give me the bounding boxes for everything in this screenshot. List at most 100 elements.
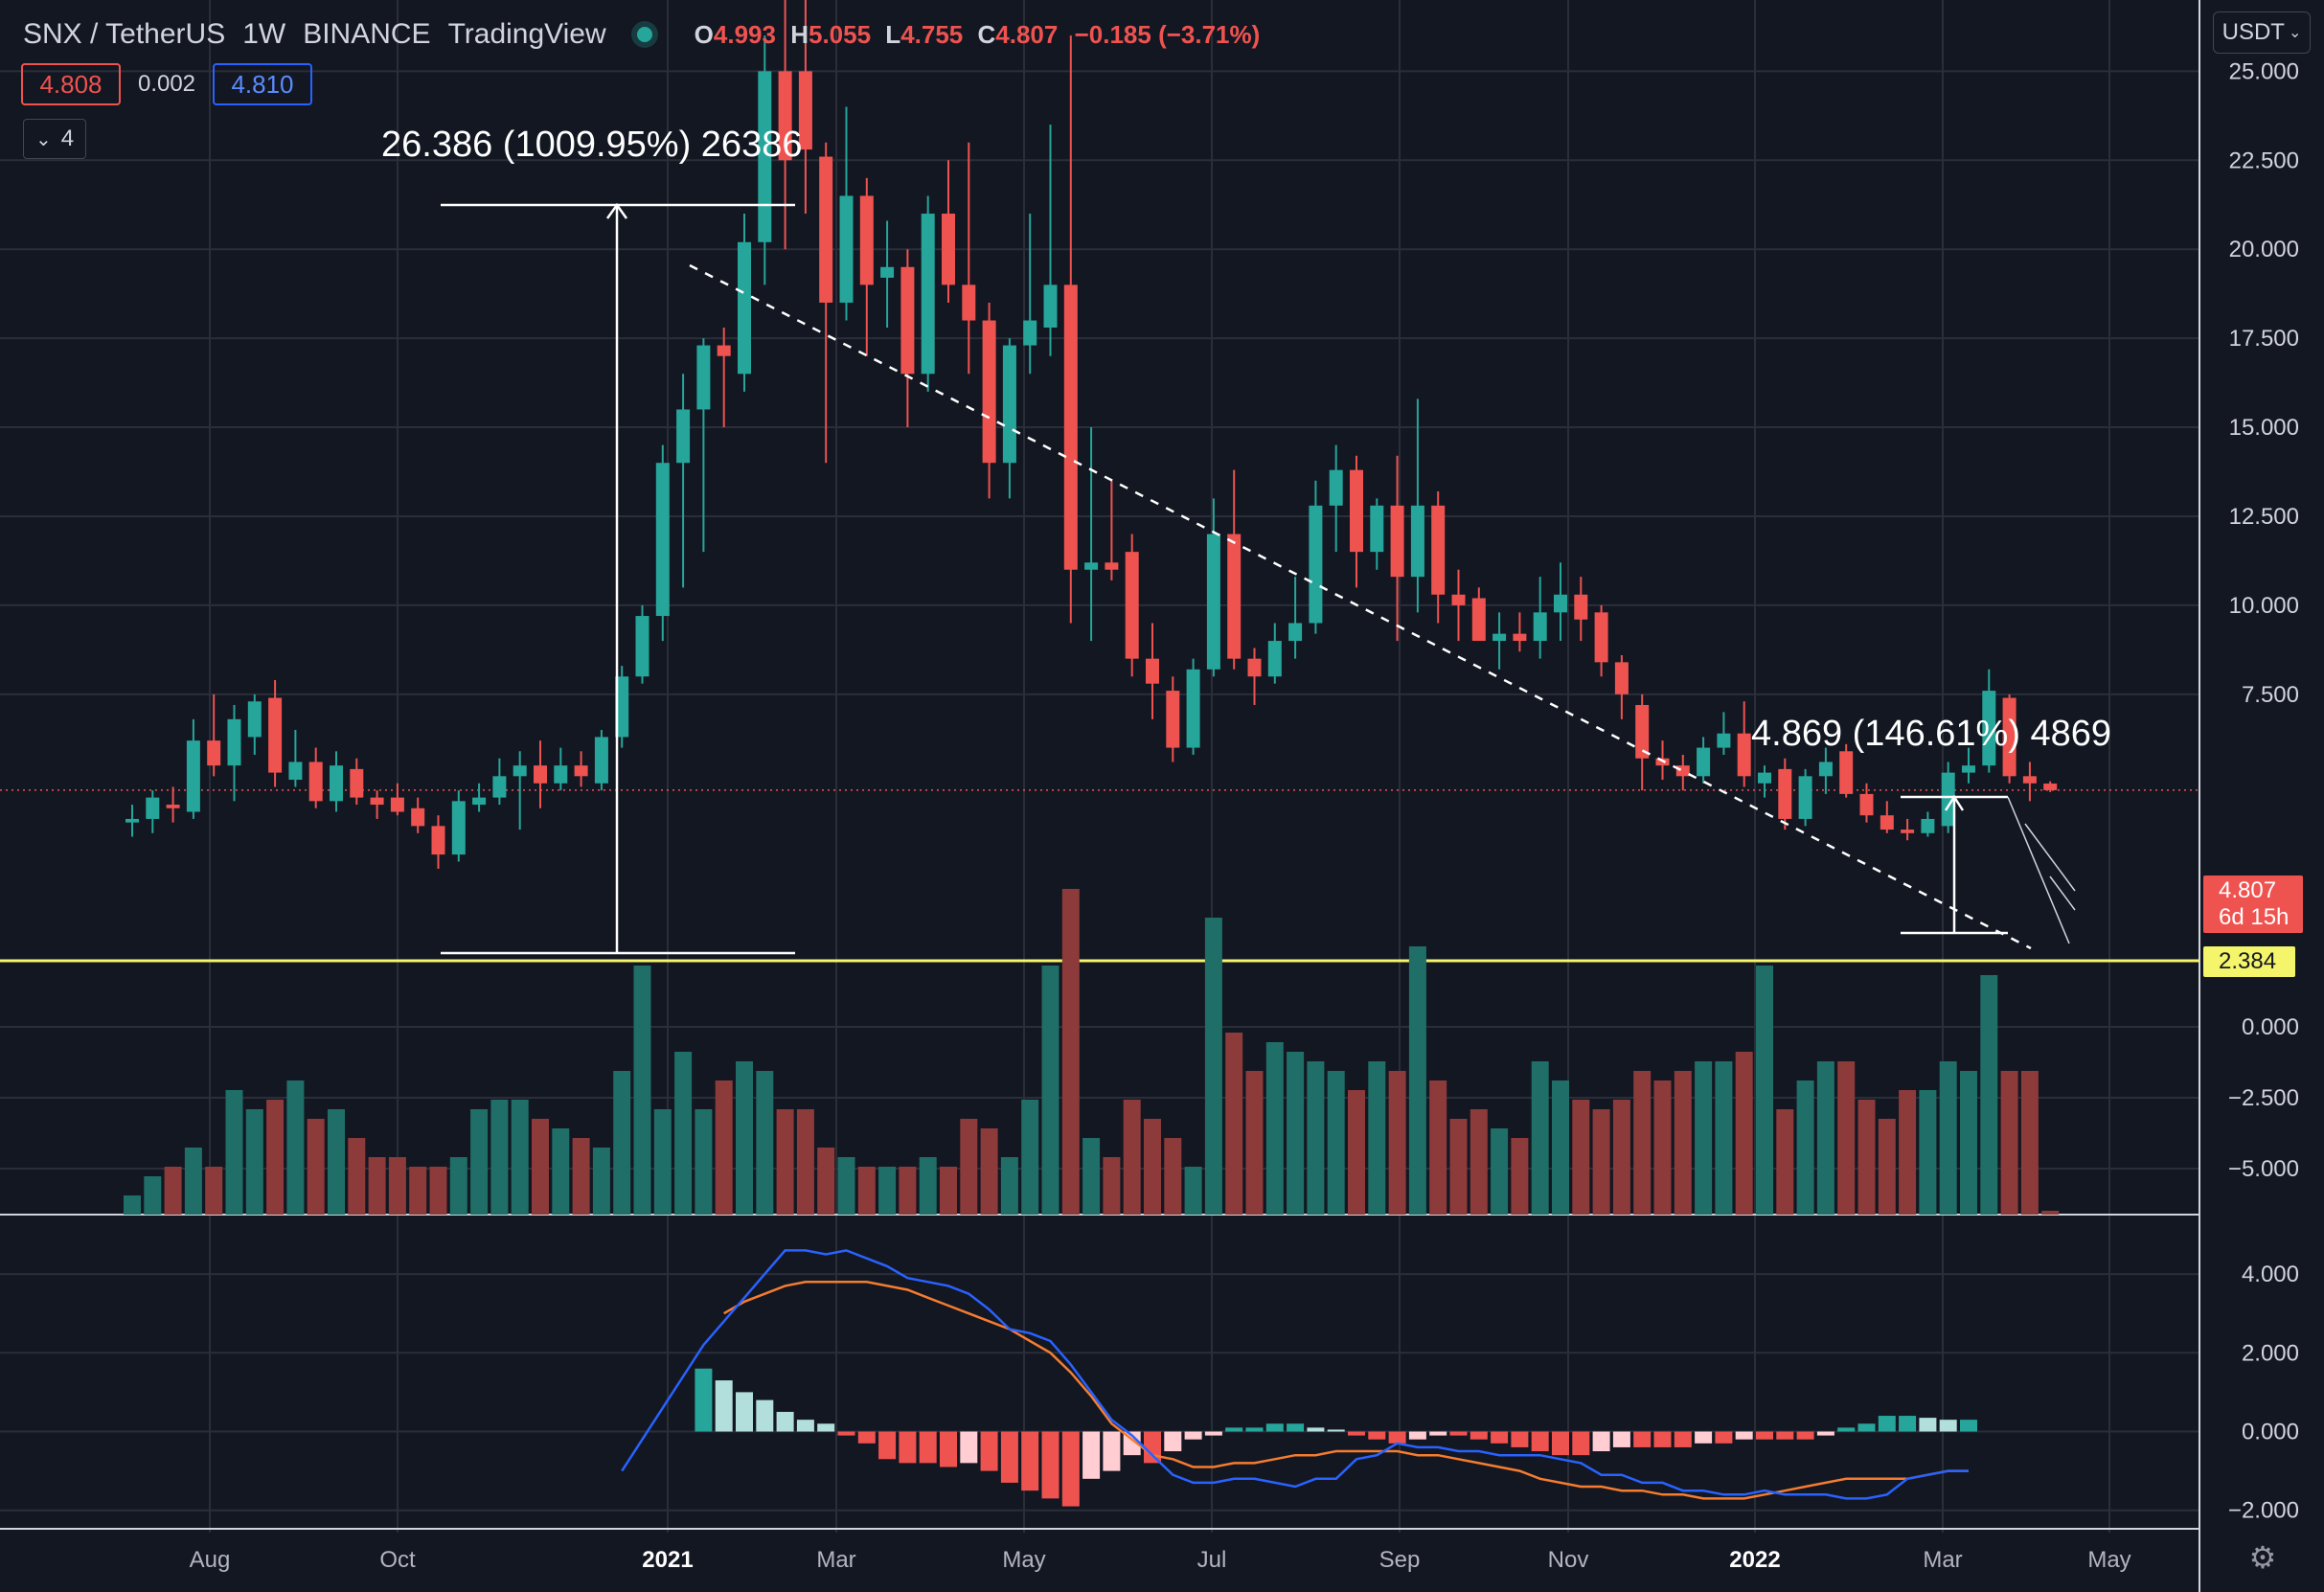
candle <box>819 156 833 303</box>
macd-histogram-bar <box>899 1431 917 1464</box>
macd-tick-label: 2.000 <box>2242 1340 2299 1366</box>
volume-bar <box>980 1128 998 1215</box>
candle <box>1125 552 1139 659</box>
candle <box>1513 633 1527 642</box>
wedge-line <box>2049 876 2076 911</box>
candle <box>390 797 404 812</box>
volume-bar <box>286 1080 305 1215</box>
macd-histogram-bar <box>1021 1431 1039 1491</box>
candle <box>207 740 221 766</box>
macd-histogram-bar <box>1552 1431 1569 1456</box>
macd-histogram-bar <box>1368 1431 1386 1440</box>
candle <box>1267 641 1282 677</box>
volume-bar <box>756 1071 774 1215</box>
macd-histogram-bar <box>736 1392 753 1432</box>
volume-bar <box>1980 975 1998 1215</box>
candle <box>1778 768 1792 819</box>
macd-histogram-bar <box>1592 1431 1610 1452</box>
macd-histogram-bar <box>1103 1431 1121 1471</box>
candle <box>1901 830 1915 833</box>
volume-bar <box>674 1052 693 1215</box>
volume-bar <box>328 1109 345 1215</box>
volume-bar <box>1572 1100 1590 1215</box>
macd-histogram-bar <box>1653 1431 1672 1447</box>
spread-value: 0.002 <box>137 71 196 97</box>
volume-bar <box>1429 1080 1447 1215</box>
x-tick-label: Oct <box>379 1547 416 1573</box>
interval-label[interactable]: 1W <box>242 18 286 50</box>
volume-bar <box>736 1061 753 1215</box>
sell-price-button[interactable]: 4.808 <box>21 63 121 105</box>
macd-histogram-bar <box>776 1411 794 1432</box>
candle <box>1614 662 1629 694</box>
price-tick-label: 17.500 <box>2229 326 2299 352</box>
macd-histogram-bar <box>1756 1431 1773 1440</box>
macd-histogram-bar <box>1265 1423 1284 1432</box>
candle <box>451 801 466 855</box>
macd-histogram-bar <box>1307 1427 1325 1432</box>
macd-histogram-bar <box>1531 1431 1549 1452</box>
high-value: 5.055 <box>808 19 872 49</box>
buy-price-button[interactable]: 4.810 <box>213 63 312 105</box>
candle <box>1921 818 1935 833</box>
volume-bar <box>776 1109 794 1215</box>
candle <box>330 765 343 802</box>
close-value: 4.807 <box>995 19 1059 49</box>
settings-gear-icon[interactable]: ⚙ <box>2248 1540 2277 1575</box>
price-tick-label: 15.000 <box>2229 415 2299 441</box>
volume-bar <box>572 1138 590 1215</box>
macd-histogram-bar <box>1144 1431 1161 1464</box>
volume-bar <box>878 1167 897 1215</box>
candle <box>472 797 487 806</box>
candle <box>1492 633 1507 642</box>
volume-bar <box>1735 1052 1753 1215</box>
candle <box>1471 598 1486 642</box>
candle <box>717 345 731 356</box>
volume-bars <box>124 889 2060 1215</box>
price-tick-label: 22.500 <box>2229 148 2299 173</box>
source-label: TradingView <box>447 18 606 50</box>
candle <box>962 284 976 321</box>
symbol-name[interactable]: SNX / TetherUS <box>23 18 226 50</box>
macd-histogram-bar <box>1470 1431 1488 1440</box>
candle <box>1941 772 1955 827</box>
macd-histogram-bar <box>1041 1431 1059 1499</box>
volume-bar <box>592 1148 610 1215</box>
volume-bar <box>124 1195 141 1215</box>
volume-bar <box>368 1157 386 1215</box>
candle <box>146 797 160 819</box>
candle <box>1962 765 1975 773</box>
volume-bar <box>919 1157 937 1215</box>
wedge-line <box>2024 823 2076 892</box>
indicators-toggle-button[interactable]: ⌄ 4 <box>23 119 86 159</box>
volume-bar <box>1960 1071 1977 1215</box>
volume-bar <box>1061 889 1080 1215</box>
macd-tick-label: 0.000 <box>2242 1420 2299 1445</box>
candle <box>288 762 303 781</box>
volume-bar <box>796 1109 814 1215</box>
volume-bar <box>940 1167 957 1215</box>
candle <box>574 765 588 777</box>
x-tick-label: Mar <box>816 1547 855 1573</box>
macd-histogram-bar <box>1919 1418 1937 1432</box>
macd-histogram-bar <box>1837 1427 1856 1432</box>
candle <box>1431 505 1446 595</box>
volume-bar <box>1796 1080 1814 1215</box>
candle <box>1635 704 1650 759</box>
x-tick-label: May <box>1002 1547 1045 1573</box>
candle <box>370 797 384 806</box>
axes: AugOct2021MarMayJulSepNov2022MarMay32.50… <box>190 58 2299 1573</box>
candle <box>350 768 364 798</box>
macd-signal-line <box>723 1281 1969 1500</box>
volume-bar <box>1449 1119 1468 1215</box>
candle <box>900 266 915 375</box>
macd-histogram-bar <box>1674 1431 1692 1447</box>
volume-bar <box>1000 1157 1018 1215</box>
currency-button[interactable]: USDT ⌄ <box>2213 11 2311 54</box>
volume-bar <box>1287 1052 1305 1215</box>
macd-histogram-bar <box>857 1431 876 1444</box>
macd-histogram-bar <box>837 1431 855 1436</box>
volume-bar <box>348 1138 366 1215</box>
macd-histogram-bar <box>1491 1431 1509 1444</box>
